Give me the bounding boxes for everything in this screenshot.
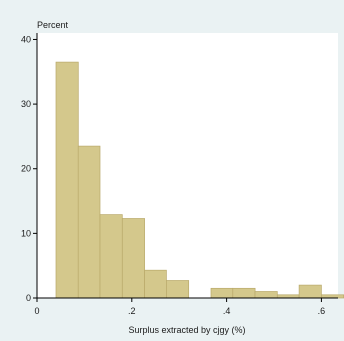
y-tick-label: 10 [21, 228, 31, 238]
histogram-bar-8 [210, 287, 234, 299]
histogram-bar-6 [166, 280, 190, 299]
histogram-bar-4 [121, 218, 145, 299]
histogram-bar-10 [254, 291, 278, 299]
histogram-bar-3 [99, 214, 123, 299]
y-tick-label: 20 [21, 164, 31, 174]
x-tick-label: .2 [128, 306, 136, 316]
x-tick-label: .4 [223, 306, 231, 316]
y-tick-label: 0 [26, 293, 31, 303]
y-tick-label: 40 [21, 34, 31, 44]
histogram-bar-1 [55, 61, 79, 299]
x-tick-label: .6 [318, 306, 326, 316]
bars-group [55, 61, 344, 299]
y-axis-title: Percent [37, 20, 69, 30]
x-axis-ticks: 0 .2 .4 .6 [34, 298, 325, 316]
x-axis-title: Surplus extracted by cjgy (%) [128, 325, 245, 335]
histogram-bar-2 [77, 145, 101, 299]
histogram-bar-5 [144, 269, 167, 299]
x-tick-label: 0 [34, 306, 39, 316]
y-tick-label: 30 [21, 99, 31, 109]
histogram-bar-9 [232, 287, 256, 299]
histogram-bar-12 [298, 284, 322, 299]
y-axis-ticks: 0 10 20 30 40 [21, 34, 37, 303]
